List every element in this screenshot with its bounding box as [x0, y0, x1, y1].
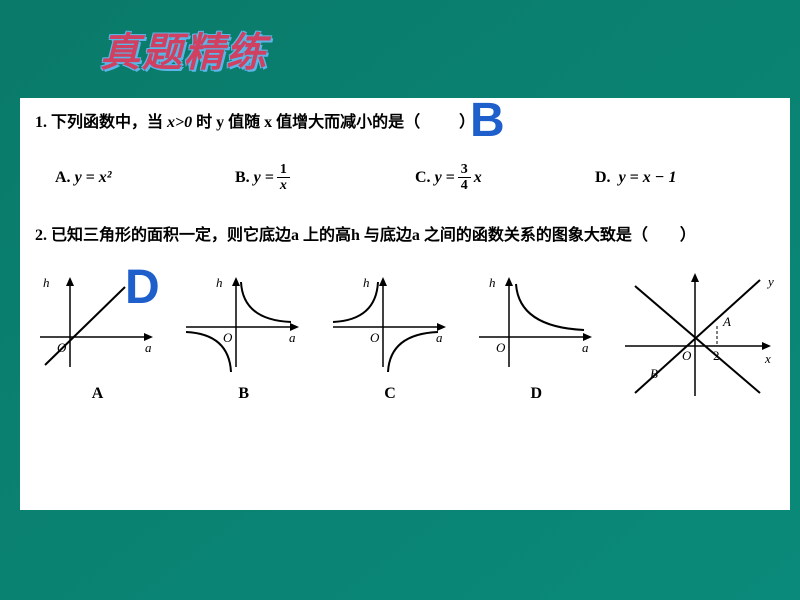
opt-b-lhs: y = — [254, 169, 274, 187]
graph-d-h: h — [489, 275, 496, 290]
graph-e-y: y — [766, 274, 774, 289]
graph-d-o: O — [496, 340, 506, 355]
graph-b-svg: h a O — [181, 272, 306, 377]
q2-text: 2. 已知三角形的面积一定，则它底边a 上的高h 与底边a 之间的函数关系的图象… — [35, 227, 696, 244]
opt-c-rhs: x — [474, 169, 482, 187]
graph-c-svg: h a O — [328, 272, 453, 377]
page-title: 真题精练 — [100, 20, 268, 78]
graph-e-svg: y x O 2 A B — [620, 268, 775, 403]
q2-answer: D — [125, 252, 160, 324]
graph-e-pa: A — [722, 314, 731, 329]
graph-b-a: a — [289, 330, 296, 345]
q1-option-c: C. y = 3 4 x — [415, 162, 595, 194]
graph-b-label: B — [238, 385, 249, 403]
opt-c-label: C. — [415, 169, 431, 187]
graph-e-2: 2 — [713, 348, 720, 363]
q1-options: A. y = x² B. y = 1 x C. y = 3 4 x D. y =… — [55, 162, 775, 194]
q1-option-b: B. y = 1 x — [235, 162, 415, 194]
q1-text-before: 1. 下列函数中，当 — [35, 114, 163, 131]
opt-c-frac: 3 4 — [458, 162, 471, 194]
question-1: 1. 下列函数中，当 x>0 时 y 值随 x 值增大而减小的是（ ） B — [35, 108, 775, 132]
graph-a-h: h — [43, 275, 50, 290]
graph-a-label: A — [92, 385, 104, 403]
q1-option-a: A. y = x² — [55, 162, 235, 194]
graph-e: y x O 2 A B — [620, 268, 775, 403]
graph-b: h a O B — [181, 272, 306, 403]
graph-c-a: a — [436, 330, 443, 345]
graph-a-a: a — [145, 340, 152, 355]
graph-e-x: x — [764, 351, 771, 366]
opt-a-expr: y = x² — [75, 169, 112, 187]
graph-b-o: O — [223, 330, 233, 345]
graph-a-o: O — [57, 340, 67, 355]
content-panel: 1. 下列函数中，当 x>0 时 y 值随 x 值增大而减小的是（ ） B A.… — [20, 98, 790, 510]
graph-c: h a O C — [328, 272, 453, 403]
graph-b-h: h — [216, 275, 223, 290]
graph-c-o: O — [370, 330, 380, 345]
opt-c-lhs: y = — [435, 169, 455, 187]
opt-b-frac: 1 x — [277, 162, 290, 194]
graph-d-label: D — [530, 385, 542, 403]
graph-e-o: O — [682, 348, 692, 363]
q1-option-d: D. y = x − 1 — [595, 162, 775, 194]
graph-c-h: h — [363, 275, 370, 290]
opt-d-expr: y = x − 1 — [619, 169, 677, 187]
question-2: 2. 已知三角形的面积一定，则它底边a 上的高h 与底边a 之间的函数关系的图象… — [35, 224, 775, 248]
q1-text-mid: 时 y 值随 x 值增大而减小的是（ — [196, 114, 420, 131]
opt-c-num: 3 — [458, 162, 471, 178]
opt-b-den: x — [277, 178, 290, 193]
opt-a-label: A. — [55, 169, 71, 187]
graph-e-pb: B — [650, 366, 658, 381]
q1-cond: x>0 — [167, 114, 192, 131]
graph-d-a: a — [582, 340, 589, 355]
opt-d-label: D. — [595, 169, 611, 187]
opt-b-label: B. — [235, 169, 250, 187]
graph-c-label: C — [384, 385, 396, 403]
opt-c-den: 4 — [458, 178, 471, 193]
q1-answer: B — [470, 93, 505, 148]
graph-d-svg: h a O — [474, 272, 599, 377]
graph-d: h a O D — [474, 272, 599, 403]
opt-b-num: 1 — [277, 162, 290, 178]
